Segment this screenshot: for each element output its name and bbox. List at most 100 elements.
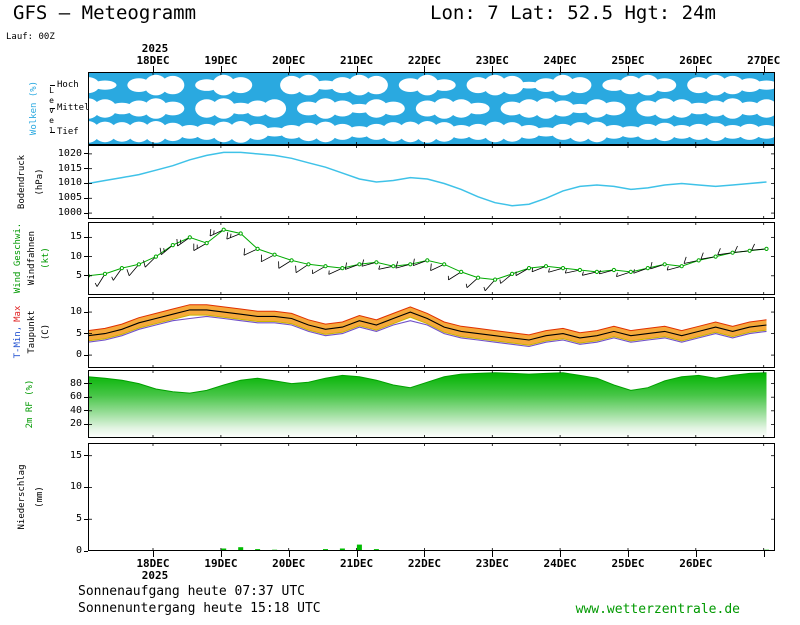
bottom-date-label: 18DEC: [136, 557, 170, 570]
top-axis-tick: [628, 66, 629, 72]
bottom-axis-tick: [560, 551, 562, 557]
cloud-row-tick-mid: [50, 108, 55, 109]
bottom-axis-tick: [356, 551, 358, 557]
top-axis-tick: [763, 66, 765, 72]
precipitation-panel-chart: [88, 443, 775, 551]
y-axis-tick-label: 60: [69, 391, 82, 403]
y-axis-tick-label: 5: [75, 513, 82, 525]
y-axis-tick: [84, 550, 88, 552]
bottom-date-label: 20DEC: [272, 557, 306, 570]
temperature-panel-chart: [88, 297, 775, 368]
bottom-axis-tick: [288, 551, 290, 557]
y-axis-tick: [84, 275, 88, 277]
top-axis-tick: [695, 66, 697, 72]
top-date-label: 25DEC: [611, 54, 645, 67]
y-axis-tick: [84, 168, 88, 170]
top-axis-tick: [424, 66, 426, 72]
top-date-label: 18DEC: [136, 54, 170, 67]
humidity-panel-chart: [88, 370, 775, 438]
bottom-axis-tick: [492, 551, 494, 557]
y-axis-tick-label: 20: [69, 418, 82, 430]
top-date-label: 24DEC: [543, 54, 577, 67]
top-axis-tick: [560, 66, 562, 72]
precip-panel-label: Niederschlag: [17, 464, 27, 530]
cloud-row-tick-high: [50, 85, 55, 86]
cloud-row-label-low: Tief: [57, 127, 79, 137]
bottom-date-label: 24DEC: [543, 557, 577, 570]
y-axis-tick-label: 0: [75, 349, 82, 361]
y-axis-tick-label: 1005: [57, 192, 82, 204]
y-axis-tick: [84, 197, 88, 199]
y-axis-tick-label: 10: [69, 250, 82, 262]
y-axis-tick-label: 1010: [57, 177, 82, 189]
clouds-panel-label: Wolken (%): [29, 80, 39, 136]
bottom-date-label: 21DEC: [340, 557, 374, 570]
bottom-date-label: 25DEC: [611, 557, 645, 570]
bottom-axis-tick: [153, 551, 154, 557]
bottom-axis-tick: [628, 551, 629, 557]
top-date-label: 19DEC: [204, 54, 238, 67]
bottom-date-label: 26DEC: [679, 557, 713, 570]
y-axis-tick: [84, 455, 88, 457]
run-label: Lauf: 00Z: [6, 32, 55, 42]
bottom-axis-tick: [220, 551, 222, 557]
y-axis-tick: [84, 354, 88, 356]
humidity-panel-label: 2m RF (%): [25, 379, 35, 429]
clouds-panel-chart: [88, 72, 775, 145]
top-axis-tick: [492, 66, 494, 72]
top-axis-tick: [356, 66, 358, 72]
bottom-axis-tick: [763, 551, 765, 557]
top-axis-tick: [153, 66, 154, 72]
y-axis-tick: [84, 423, 88, 425]
bottom-axis-tick: [695, 551, 697, 557]
y-axis-tick: [84, 383, 88, 385]
y-axis-tick-label: 80: [69, 377, 82, 389]
year-label-bottom: 2025: [141, 569, 169, 582]
top-date-label: 21DEC: [340, 54, 374, 67]
wind-panel-chart: [88, 222, 775, 295]
y-axis-tick-label: 10: [69, 481, 82, 493]
y-axis-tick-label: 1000: [57, 207, 82, 219]
y-axis-tick-label: 5: [75, 269, 82, 281]
y-axis-tick-label: 15: [69, 449, 82, 461]
y-axis-tick: [84, 212, 88, 214]
y-axis-tick: [84, 410, 88, 412]
sunset-info: Sonnenuntergang heute 15:18 UTC: [78, 601, 321, 616]
pressure-panel-chart: [88, 145, 775, 219]
sunrise-info: Sonnenaufgang heute 07:37 UTC: [78, 584, 305, 599]
y-axis-tick: [84, 333, 88, 335]
top-date-label: 26DEC: [679, 54, 713, 67]
y-axis-tick-label: 1015: [57, 162, 82, 174]
y-axis-tick-label: 0: [75, 545, 82, 556]
y-axis-tick-label: 15: [69, 231, 82, 243]
cloud-row-label-mid: Mittel: [57, 103, 90, 113]
y-axis-tick: [84, 486, 88, 488]
y-axis-tick: [84, 518, 88, 520]
location-title: Lon: 7 Lat: 52.5 Hgt: 24m: [430, 2, 716, 24]
top-axis-tick: [288, 66, 290, 72]
y-axis-tick-label: 1020: [57, 147, 82, 159]
temp-min-label: T-Min,: [13, 325, 23, 359]
y-axis-tick-label: 5: [75, 327, 82, 339]
bottom-date-label: 22DEC: [407, 557, 441, 570]
cloud-row-tick-low: [50, 132, 55, 133]
wind-speed-label: Wind Geschwi.: [13, 222, 23, 294]
temp-minmax-label: T-Min, Max: [13, 306, 23, 359]
y-axis-tick: [84, 396, 88, 398]
y-axis-tick-label: 10: [69, 306, 82, 318]
y-axis-tick: [84, 256, 88, 258]
top-date-label: 22DEC: [407, 54, 441, 67]
top-date-label: 23DEC: [475, 54, 509, 67]
top-date-label: 20DEC: [272, 54, 306, 67]
y-axis-tick-label: 40: [69, 404, 82, 416]
top-date-label: 27DEC: [747, 54, 781, 67]
temp-max-label: Max: [13, 305, 23, 322]
top-axis-tick: [220, 66, 222, 72]
bottom-date-label: 19DEC: [204, 557, 238, 570]
y-axis-tick: [84, 236, 88, 238]
clouds-level-label: Level: [47, 86, 56, 136]
bottom-date-label: 23DEC: [475, 557, 509, 570]
page-title: GFS — Meteogramm: [13, 2, 197, 24]
website-label: www.wetterzentrale.de: [575, 602, 740, 617]
